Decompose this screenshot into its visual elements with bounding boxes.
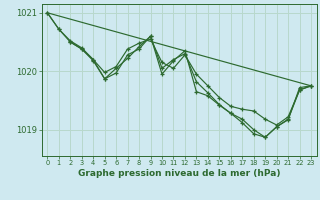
X-axis label: Graphe pression niveau de la mer (hPa): Graphe pression niveau de la mer (hPa) (78, 169, 280, 178)
